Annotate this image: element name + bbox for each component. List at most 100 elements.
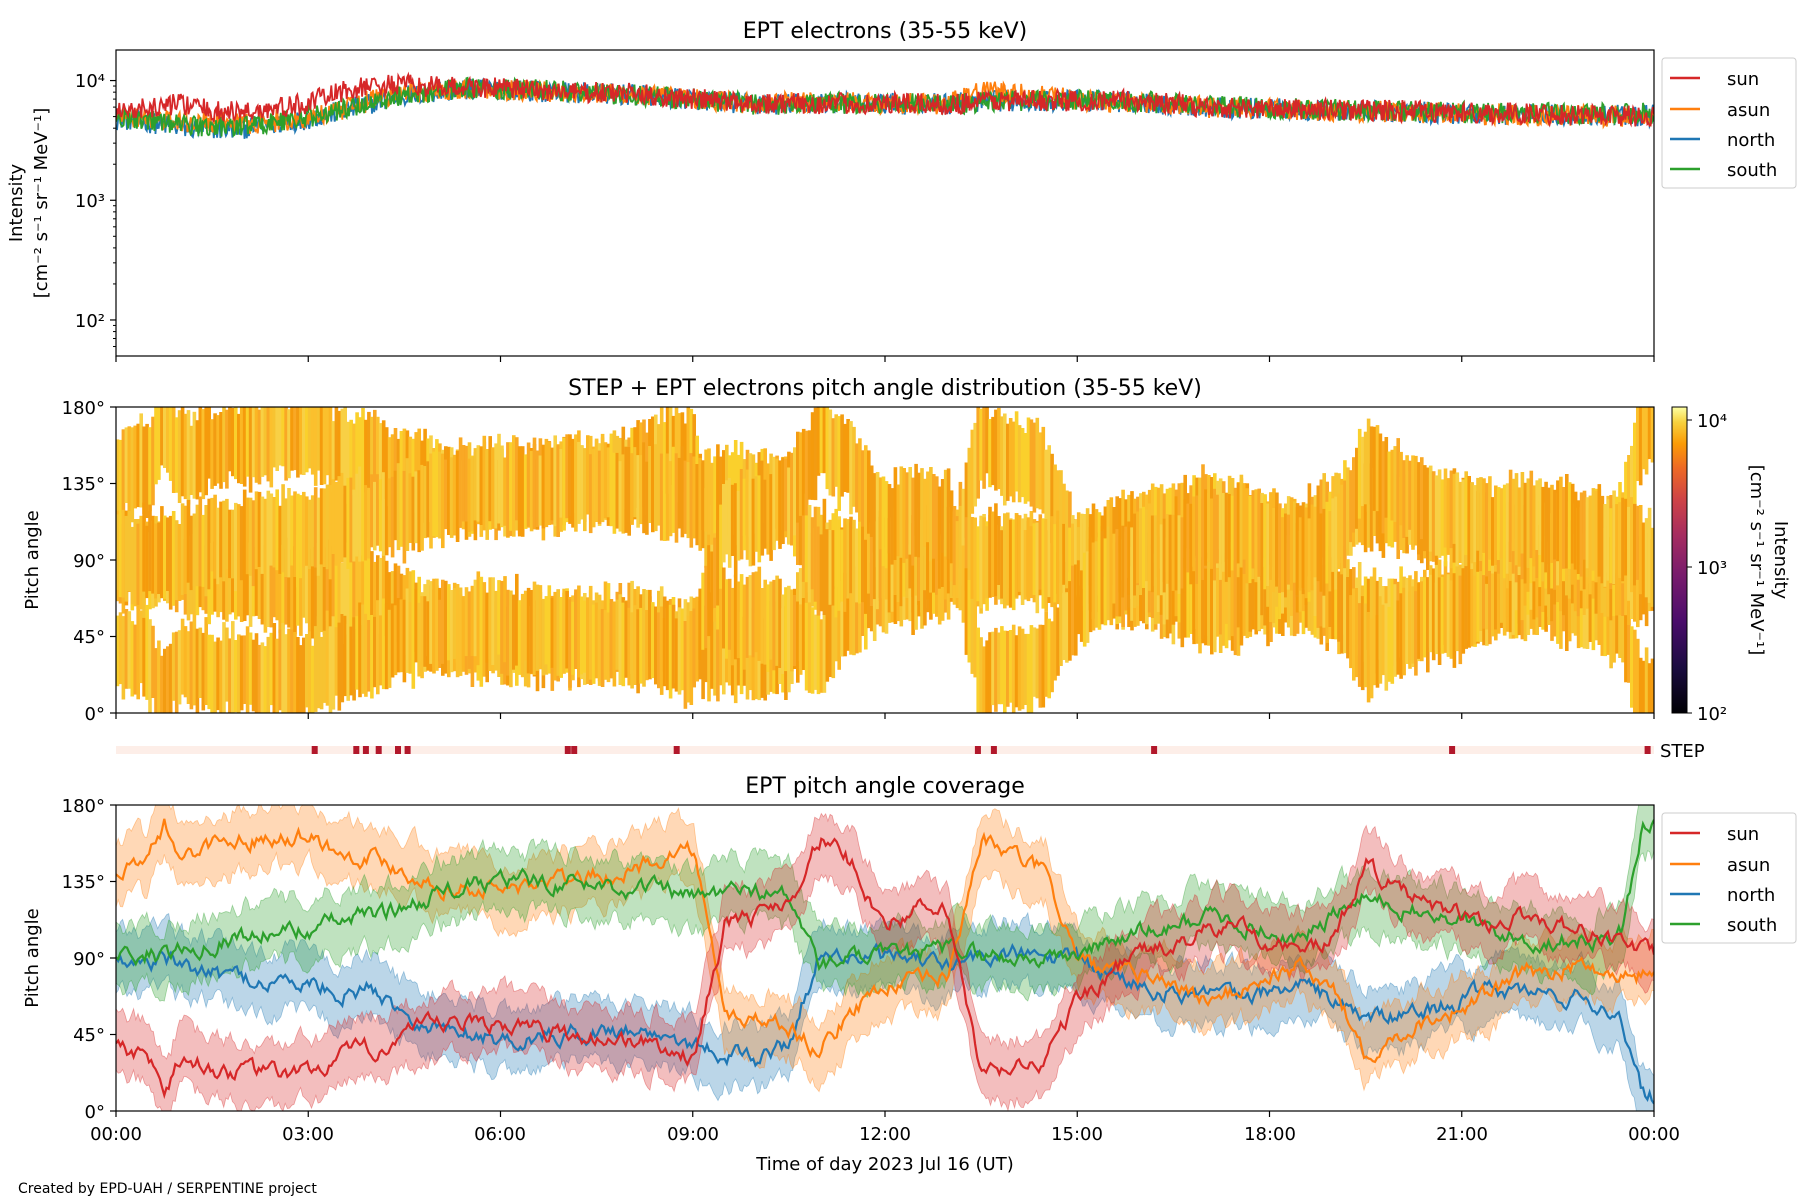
heatmap-cell <box>867 450 871 534</box>
panel2-ytick-180: 180° <box>62 398 105 419</box>
heatmap-cell <box>834 414 838 487</box>
heatmap-cell <box>1313 506 1318 578</box>
heatmap-cell <box>1011 421 1016 503</box>
heatmap-cell <box>517 446 522 537</box>
heatmap-cell <box>1603 504 1607 587</box>
heatmap-cell <box>325 547 330 621</box>
heatmap-cell <box>1032 523 1037 595</box>
heatmap-cell <box>346 477 350 569</box>
heatmap-cell <box>491 447 495 529</box>
heatmap-cell <box>248 632 253 705</box>
heatmap-cell <box>541 444 546 529</box>
heatmap-cell <box>334 407 339 481</box>
heatmap-cell <box>1638 505 1643 595</box>
step-marks-group <box>311 746 1651 754</box>
heatmap-cell <box>254 407 259 483</box>
heatmap-cell <box>1272 508 1276 593</box>
heatmap-cell <box>251 407 256 478</box>
heatmap-cell <box>1627 506 1631 601</box>
heatmap-cell <box>1565 556 1569 651</box>
x-tick-label-0900: 09:00 <box>667 1124 719 1145</box>
heatmap-cell <box>322 541 327 635</box>
heatmap-cell <box>352 555 356 639</box>
heatmap-cell <box>1523 482 1528 568</box>
heatmap-cell <box>494 590 498 671</box>
heatmap-cell <box>358 417 362 497</box>
heatmap-cell <box>322 630 327 703</box>
heatmap-cell <box>1331 557 1335 640</box>
heatmap-cell <box>281 622 285 713</box>
heatmap-cell <box>334 561 339 632</box>
heatmap-cell <box>1109 540 1114 626</box>
heatmap-cell <box>763 479 767 549</box>
heatmap-cell <box>154 648 158 713</box>
heatmap-cell <box>1044 519 1048 612</box>
heatmap-cell <box>1644 647 1649 713</box>
heatmap-cell <box>201 632 206 711</box>
heatmap-cell <box>982 646 986 713</box>
heatmap-cell <box>890 488 895 565</box>
heatmap-cell <box>926 505 930 600</box>
heatmap-cell <box>911 477 915 566</box>
heatmap-cell <box>586 597 590 684</box>
heatmap-cell <box>355 412 359 492</box>
heatmap-cell <box>136 523 140 606</box>
heatmap-cell <box>225 409 229 489</box>
heatmap-cell <box>583 600 587 673</box>
heatmap-cell <box>358 602 362 698</box>
heatmap-cell <box>683 460 688 534</box>
heatmap-cell <box>1284 513 1288 598</box>
heatmap-cell <box>949 490 954 564</box>
panel3-ytick-90: 90° <box>73 949 105 970</box>
heatmap-cell <box>447 446 451 535</box>
panel1-frame <box>115 49 1655 357</box>
heatmap-cell <box>1011 519 1016 611</box>
heatmap-cell <box>168 515 173 610</box>
heatmap-cell <box>254 547 259 616</box>
heatmap-cell <box>588 585 593 680</box>
heatmap-cell <box>219 640 223 713</box>
heatmap-cell <box>1455 570 1460 652</box>
heatmap-cell <box>689 453 694 548</box>
heatmap-cell <box>1505 483 1510 574</box>
heatmap-cell <box>1346 577 1350 659</box>
heatmap-cell <box>559 449 563 518</box>
heatmap-cell <box>899 466 904 558</box>
heatmap-cell <box>618 461 623 532</box>
x-tick-label-1500: 15:00 <box>1051 1124 1103 1145</box>
heatmap-cell <box>1387 451 1392 527</box>
heatmap-cell <box>198 627 203 698</box>
heatmap-cell <box>373 481 377 551</box>
heatmap-cell <box>541 598 546 676</box>
heatmap-cell <box>523 454 528 529</box>
heatmap-cell <box>1443 468 1448 548</box>
x-tick-label-2400: 00:00 <box>1628 1124 1680 1145</box>
heatmap-cell <box>1431 568 1436 661</box>
heatmap-cell <box>1357 428 1362 519</box>
heatmap-cell <box>376 416 380 505</box>
legend-top-asun-label: asun <box>1727 100 1770 121</box>
heatmap-cell <box>275 489 279 571</box>
heatmap-cell <box>343 407 347 495</box>
heatmap-cell <box>1470 482 1474 564</box>
heatmap-cell <box>822 530 827 615</box>
heatmap-cell <box>1363 431 1368 505</box>
heatmap-cell <box>313 626 318 712</box>
heatmap-cell <box>1414 591 1418 676</box>
heatmap-cell <box>189 425 194 495</box>
heatmap-cell <box>574 438 578 532</box>
heatmap-cell <box>1328 511 1332 592</box>
heatmap-cell <box>1201 557 1205 639</box>
heatmap-cell <box>340 472 345 563</box>
legend-bottom: sun asun north south <box>1661 812 1797 944</box>
heatmap-cell <box>352 617 356 701</box>
heatmap-cell <box>174 631 179 713</box>
heatmap-cell <box>550 447 555 521</box>
coverage-line-sun <box>116 837 1654 1100</box>
pitch-angle-distribution-panel: STEP + EPT electrons pitch angle distrib… <box>22 376 1655 725</box>
heatmap-cell <box>929 467 933 562</box>
heatmap-cell <box>1366 612 1371 703</box>
heatmap-cell <box>692 608 696 688</box>
heatmap-cell <box>556 589 560 676</box>
heatmap-cell <box>955 521 960 598</box>
